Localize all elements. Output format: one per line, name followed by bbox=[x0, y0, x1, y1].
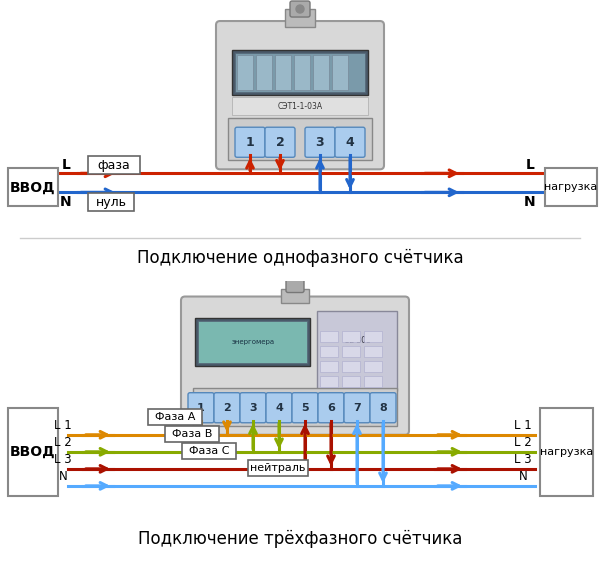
Bar bbox=[165, 426, 219, 442]
Text: 7: 7 bbox=[353, 403, 361, 413]
FancyBboxPatch shape bbox=[214, 393, 240, 423]
Bar bbox=[313, 55, 329, 90]
FancyBboxPatch shape bbox=[290, 1, 310, 17]
Bar bbox=[232, 50, 368, 95]
Text: СЭТ1-1-03А: СЭТ1-1-03А bbox=[277, 102, 323, 111]
Text: 8: 8 bbox=[379, 403, 387, 413]
Text: N: N bbox=[524, 195, 536, 209]
Text: 2: 2 bbox=[275, 136, 284, 149]
Text: Подключение однофазного счётчика: Подключение однофазного счётчика bbox=[137, 250, 463, 268]
Text: 4: 4 bbox=[275, 403, 283, 413]
Text: энергомера: энергомера bbox=[232, 339, 275, 344]
FancyBboxPatch shape bbox=[216, 21, 384, 169]
Text: L: L bbox=[62, 158, 70, 172]
FancyBboxPatch shape bbox=[240, 393, 266, 423]
Text: Фаза С: Фаза С bbox=[189, 446, 229, 456]
FancyBboxPatch shape bbox=[370, 393, 396, 423]
Text: 3: 3 bbox=[316, 136, 325, 149]
Bar bbox=[545, 168, 597, 206]
FancyBboxPatch shape bbox=[292, 393, 318, 423]
Text: CE 303: CE 303 bbox=[343, 336, 371, 345]
Text: нагрузка: нагрузка bbox=[544, 182, 598, 192]
Text: L 3: L 3 bbox=[54, 453, 72, 466]
Text: N: N bbox=[60, 195, 72, 209]
Text: нагрузка: нагрузка bbox=[540, 447, 593, 457]
Bar bbox=[317, 311, 397, 390]
FancyBboxPatch shape bbox=[335, 127, 365, 157]
FancyBboxPatch shape bbox=[344, 393, 370, 423]
FancyBboxPatch shape bbox=[181, 297, 409, 435]
Bar bbox=[193, 388, 397, 426]
Bar bbox=[228, 118, 372, 160]
Bar bbox=[8, 408, 58, 496]
Text: 1: 1 bbox=[197, 403, 205, 413]
Text: L 3: L 3 bbox=[514, 453, 532, 466]
FancyBboxPatch shape bbox=[235, 127, 265, 157]
Bar bbox=[248, 460, 308, 476]
Bar bbox=[342, 330, 360, 342]
Text: 2: 2 bbox=[223, 403, 231, 413]
FancyBboxPatch shape bbox=[266, 393, 292, 423]
FancyBboxPatch shape bbox=[305, 127, 335, 157]
Text: L 1: L 1 bbox=[54, 419, 72, 433]
Text: Подключение трёхфазного счётчика: Подключение трёхфазного счётчика bbox=[138, 530, 462, 548]
Bar bbox=[88, 194, 134, 211]
FancyBboxPatch shape bbox=[286, 278, 304, 292]
Bar bbox=[182, 443, 236, 459]
Text: L 2: L 2 bbox=[514, 436, 532, 449]
Text: Фаза А: Фаза А bbox=[155, 412, 195, 422]
Text: ВВОД: ВВОД bbox=[10, 180, 56, 194]
Bar bbox=[364, 361, 382, 372]
Text: нейтраль: нейтраль bbox=[250, 463, 305, 473]
Bar bbox=[281, 288, 309, 302]
Text: N: N bbox=[59, 470, 67, 484]
Bar bbox=[540, 408, 593, 496]
Bar bbox=[235, 53, 365, 92]
Bar bbox=[342, 361, 360, 372]
Bar bbox=[320, 361, 338, 372]
Bar bbox=[198, 320, 307, 362]
Text: L: L bbox=[526, 158, 535, 172]
Text: Фаза В: Фаза В bbox=[172, 429, 212, 439]
Text: 3: 3 bbox=[249, 403, 257, 413]
Bar bbox=[148, 409, 202, 425]
Text: ВВОД: ВВОД bbox=[10, 445, 56, 459]
Bar bbox=[285, 9, 315, 27]
Text: 5: 5 bbox=[301, 403, 309, 413]
Text: 6: 6 bbox=[327, 403, 335, 413]
Bar bbox=[364, 330, 382, 342]
Bar bbox=[232, 97, 368, 115]
FancyBboxPatch shape bbox=[265, 127, 295, 157]
Text: L 2: L 2 bbox=[54, 436, 72, 449]
Text: нуль: нуль bbox=[95, 196, 127, 209]
Bar bbox=[195, 318, 310, 366]
Bar bbox=[294, 55, 310, 90]
Bar bbox=[320, 330, 338, 342]
Bar bbox=[320, 376, 338, 387]
Bar bbox=[364, 376, 382, 387]
Bar bbox=[332, 55, 348, 90]
Bar bbox=[256, 55, 272, 90]
Bar bbox=[364, 346, 382, 357]
Bar bbox=[237, 55, 253, 90]
Text: фаза: фаза bbox=[98, 159, 130, 172]
Text: N: N bbox=[518, 470, 527, 484]
Bar bbox=[8, 168, 58, 206]
Bar bbox=[275, 55, 291, 90]
Bar bbox=[342, 346, 360, 357]
Text: 4: 4 bbox=[346, 136, 355, 149]
Bar bbox=[320, 346, 338, 357]
Text: L 1: L 1 bbox=[514, 419, 532, 433]
Text: 1: 1 bbox=[245, 136, 254, 149]
Bar bbox=[88, 157, 140, 174]
FancyBboxPatch shape bbox=[188, 393, 214, 423]
Circle shape bbox=[296, 5, 304, 13]
FancyBboxPatch shape bbox=[318, 393, 344, 423]
Bar bbox=[342, 376, 360, 387]
